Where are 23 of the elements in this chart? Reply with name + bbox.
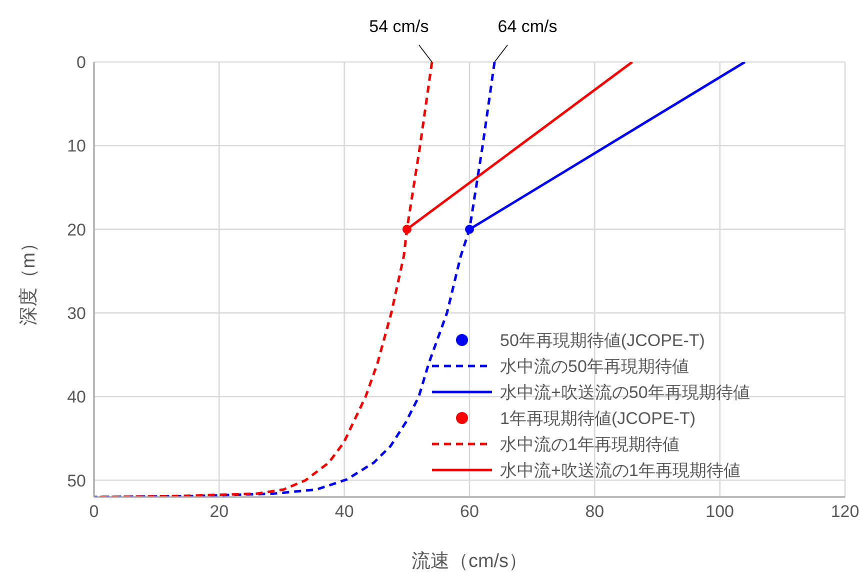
legend-label: 水中流+吹送流の50年再現期待値: [500, 382, 750, 404]
y-tick-label: 20: [67, 220, 86, 240]
legend-label: 1年再現期待値(JCOPE-T): [500, 408, 696, 430]
x-tick-label: 0: [89, 502, 99, 522]
legend-label: 水中流+吹送流の1年再現期待値: [500, 460, 740, 482]
x-tick-label: 80: [585, 502, 604, 522]
annotation: 54 cm/s: [369, 17, 429, 36]
y-tick-label: 0: [76, 53, 86, 72]
y-tick-label: 40: [67, 388, 86, 407]
y-axis-title: 深度（m）: [18, 234, 40, 326]
y-tick-label: 10: [67, 136, 86, 156]
legend-label: 水中流の1年再現期待値: [500, 434, 680, 456]
y-tick-label: 30: [67, 304, 86, 323]
annotation: 64 cm/s: [498, 17, 558, 36]
legend-label: 水中流の50年再現期待値: [500, 356, 689, 378]
y-tick-label: 50: [67, 471, 86, 490]
x-tick-label: 20: [210, 502, 229, 522]
legend-label: 50年再現期待値(JCOPE-T): [500, 330, 705, 352]
x-tick-label: 100: [706, 502, 734, 522]
x-tick-label: 40: [334, 502, 354, 522]
x-tick-label: 120: [830, 502, 860, 522]
x-tick-label: 60: [460, 502, 479, 522]
x-axis-title: 流速（cm/s）: [411, 550, 528, 572]
